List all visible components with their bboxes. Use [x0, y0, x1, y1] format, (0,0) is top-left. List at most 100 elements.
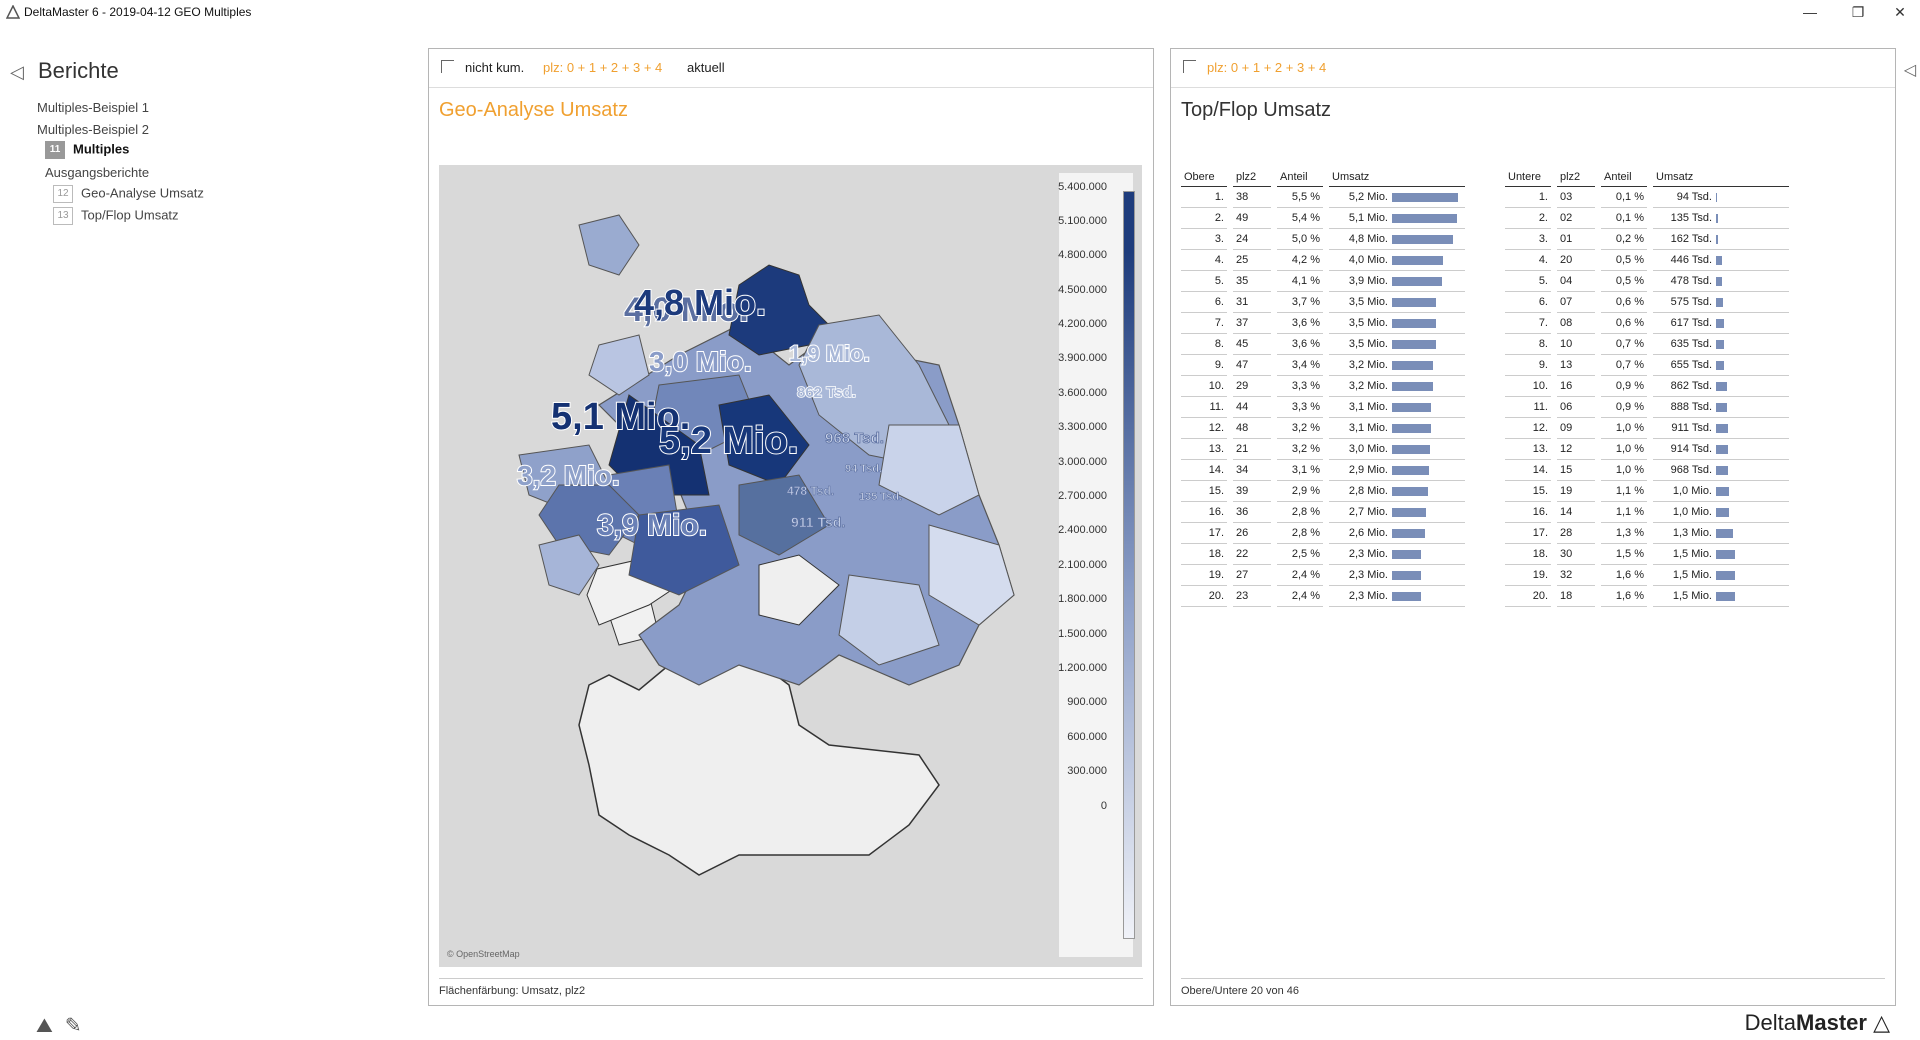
- table-row[interactable]: 8. 45 3,6 % 3,5 Mio.: [1181, 333, 1465, 355]
- umsatz-cell: 968 Tsd.: [1653, 459, 1789, 481]
- minimize-button[interactable]: —: [1803, 4, 1817, 20]
- umsatz-value: 3,5 Mio.: [1348, 317, 1388, 329]
- collapse-sidebar-icon[interactable]: ◁: [10, 62, 24, 82]
- table-cell: 4,2 %: [1277, 249, 1323, 271]
- table-row[interactable]: 20. 23 2,4 % 2,3 Mio.: [1181, 585, 1465, 607]
- table-cell: 17.: [1505, 522, 1551, 544]
- table-row[interactable]: 16. 14 1,1 % 1,0 Mio.: [1505, 501, 1789, 523]
- table-cell: 16.: [1505, 501, 1551, 523]
- table-cell: 4.: [1181, 249, 1227, 271]
- table-row[interactable]: 6. 07 0,6 % 575 Tsd.: [1505, 291, 1789, 313]
- close-button[interactable]: ✕: [1894, 4, 1906, 20]
- choropleth-map[interactable]: 4,0 Mio. 4,8 Mio. 3,0 Mio. 1,9 Mio. 862 …: [439, 165, 1142, 967]
- table-row[interactable]: 4. 25 4,2 % 4,0 Mio.: [1181, 249, 1465, 271]
- col-header: Anteil: [1601, 169, 1647, 187]
- table-row[interactable]: 9. 47 3,4 % 3,2 Mio.: [1181, 354, 1465, 376]
- table-row[interactable]: 18. 22 2,5 % 2,3 Mio.: [1181, 543, 1465, 565]
- tree-item-ausgangsberichte[interactable]: Ausgangsberichte: [45, 165, 149, 180]
- map-label: 4,0 Mio.: [624, 291, 749, 329]
- umsatz-bar: [1392, 507, 1426, 517]
- table-cell: 45: [1233, 333, 1271, 355]
- report-number-badge: 12: [53, 185, 73, 203]
- table-row[interactable]: 1. 03 0,1 % 94 Tsd.: [1505, 186, 1789, 208]
- expand-icon[interactable]: [1183, 60, 1196, 73]
- table-row[interactable]: 18. 30 1,5 % 1,5 Mio.: [1505, 543, 1789, 565]
- table-row[interactable]: 11. 06 0,9 % 888 Tsd.: [1505, 396, 1789, 418]
- table-row[interactable]: 11. 44 3,3 % 3,1 Mio.: [1181, 396, 1465, 418]
- table-row[interactable]: 17. 26 2,8 % 2,6 Mio.: [1181, 522, 1465, 544]
- tree-item-multiples[interactable]: 11 Multiples: [45, 141, 129, 159]
- umsatz-bar: [1716, 423, 1728, 433]
- umsatz-bar: [1716, 465, 1728, 475]
- chart-view-icon[interactable]: ⛰: [36, 1015, 53, 1037]
- table-cell: 6.: [1505, 291, 1551, 313]
- table-row[interactable]: 15. 19 1,1 % 1,0 Mio.: [1505, 480, 1789, 502]
- table-row[interactable]: 10. 16 0,9 % 862 Tsd.: [1505, 375, 1789, 397]
- col-header: plz2: [1233, 169, 1271, 187]
- table-row[interactable]: 3. 24 5,0 % 4,8 Mio.: [1181, 228, 1465, 250]
- table-row[interactable]: 2. 02 0,1 % 135 Tsd.: [1505, 207, 1789, 229]
- brand-part: Delta: [1744, 1010, 1797, 1035]
- tree-item-label: Multiples-Beispiel 1: [37, 100, 149, 115]
- umsatz-bar: [1716, 213, 1718, 223]
- umsatz-bar: [1392, 255, 1443, 265]
- edit-icon[interactable]: ✎: [64, 1015, 82, 1037]
- table-row[interactable]: 1. 38 5,5 % 5,2 Mio.: [1181, 186, 1465, 208]
- tree-item-multiples-beispiel-1[interactable]: Multiples-Beispiel 1: [37, 100, 149, 115]
- table-row[interactable]: 20. 18 1,6 % 1,5 Mio.: [1505, 585, 1789, 607]
- table-cell: 20.: [1181, 585, 1227, 607]
- table-cell: 09: [1557, 417, 1595, 439]
- umsatz-bar: [1392, 465, 1429, 475]
- table-row[interactable]: 5. 35 4,1 % 3,9 Mio.: [1181, 270, 1465, 292]
- table-row[interactable]: 12. 09 1,0 % 911 Tsd.: [1505, 417, 1789, 439]
- sidebar-title: Berichte: [38, 58, 119, 83]
- table-row[interactable]: 7. 08 0,6 % 617 Tsd.: [1505, 312, 1789, 334]
- legend-tick: 2.100.000: [1058, 559, 1107, 571]
- table-cell: 01: [1557, 228, 1595, 250]
- table-row[interactable]: 15. 39 2,9 % 2,8 Mio.: [1181, 480, 1465, 502]
- umsatz-value: 911 Tsd.: [1671, 422, 1712, 434]
- tree-item-top-flop[interactable]: 13 Top/Flop Umsatz: [53, 207, 179, 225]
- umsatz-cell: 3,5 Mio.: [1329, 333, 1465, 355]
- umsatz-cell: 446 Tsd.: [1653, 249, 1789, 271]
- period-filter[interactable]: aktuell: [687, 60, 725, 75]
- table-row[interactable]: 8. 10 0,7 % 635 Tsd.: [1505, 333, 1789, 355]
- table-row[interactable]: 2. 49 5,4 % 5,1 Mio.: [1181, 207, 1465, 229]
- expand-icon[interactable]: [441, 60, 454, 73]
- table-row[interactable]: 19. 32 1,6 % 1,5 Mio.: [1505, 564, 1789, 586]
- umsatz-cell: 2,3 Mio.: [1329, 585, 1465, 607]
- plz-filter[interactable]: plz: 0 + 1 + 2 + 3 + 4: [543, 60, 663, 75]
- umsatz-bar: [1392, 486, 1428, 496]
- table-row[interactable]: 5. 04 0,5 % 478 Tsd.: [1505, 270, 1789, 292]
- tree-item-geo-analyse[interactable]: 12 Geo-Analyse Umsatz: [53, 185, 204, 203]
- umsatz-value: 3,2 Mio.: [1348, 380, 1388, 392]
- table-row[interactable]: 7. 37 3,6 % 3,5 Mio.: [1181, 312, 1465, 334]
- table-row[interactable]: 16. 36 2,8 % 2,7 Mio.: [1181, 501, 1465, 523]
- table-cell: 38: [1233, 186, 1271, 208]
- table-row[interactable]: 13. 12 1,0 % 914 Tsd.: [1505, 438, 1789, 460]
- table-row[interactable]: 17. 28 1,3 % 1,3 Mio.: [1505, 522, 1789, 544]
- table-row[interactable]: 12. 48 3,2 % 3,1 Mio.: [1181, 417, 1465, 439]
- table-row[interactable]: 9. 13 0,7 % 655 Tsd.: [1505, 354, 1789, 376]
- table-row[interactable]: 19. 27 2,4 % 2,3 Mio.: [1181, 564, 1465, 586]
- table-row[interactable]: 4. 20 0,5 % 446 Tsd.: [1505, 249, 1789, 271]
- table-row[interactable]: 3. 01 0,2 % 162 Tsd.: [1505, 228, 1789, 250]
- table-row[interactable]: 14. 34 3,1 % 2,9 Mio.: [1181, 459, 1465, 481]
- table-cell: 1.: [1505, 186, 1551, 208]
- table-cell: 03: [1557, 186, 1595, 208]
- umsatz-cell: 3,9 Mio.: [1329, 270, 1465, 292]
- table-row[interactable]: 13. 21 3,2 % 3,0 Mio.: [1181, 438, 1465, 460]
- collapse-right-icon[interactable]: ◁: [1903, 62, 1916, 79]
- cumulation-filter[interactable]: nicht kum.: [465, 60, 525, 75]
- map-attribution: © OpenStreetMap: [447, 949, 520, 959]
- table-row[interactable]: 6. 31 3,7 % 3,5 Mio.: [1181, 291, 1465, 313]
- legend-tick: 1.500.000: [1058, 628, 1107, 640]
- restore-button[interactable]: ❐: [1851, 4, 1865, 20]
- tree-item-multiples-beispiel-2[interactable]: Multiples-Beispiel 2: [37, 122, 149, 137]
- umsatz-value: 2,3 Mio.: [1348, 590, 1388, 602]
- plz-filter[interactable]: plz: 0 + 1 + 2 + 3 + 4: [1207, 60, 1327, 75]
- table-row[interactable]: 10. 29 3,3 % 3,2 Mio.: [1181, 375, 1465, 397]
- table-row[interactable]: 14. 15 1,0 % 968 Tsd.: [1505, 459, 1789, 481]
- legend-tick: 1.200.000: [1058, 662, 1107, 674]
- umsatz-value: 478 Tsd.: [1670, 275, 1712, 287]
